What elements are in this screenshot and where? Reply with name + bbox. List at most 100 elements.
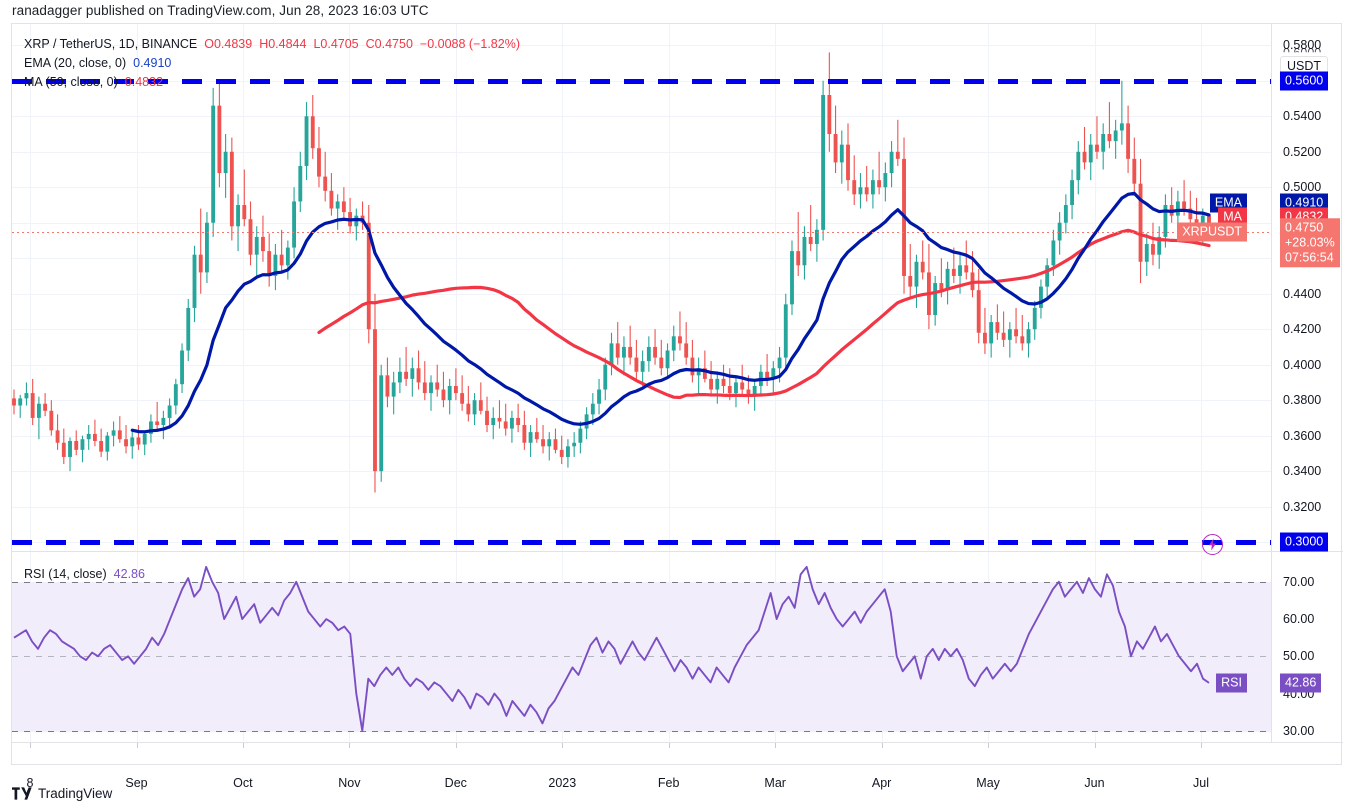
rsi-badge-value[interactable]: 42.86 xyxy=(1280,673,1322,693)
footer: TradingView xyxy=(12,786,112,801)
rsi-legend[interactable]: RSI (14, close) 42.86 xyxy=(24,567,145,581)
support-line-0.3000 xyxy=(12,540,1271,546)
time-gridline xyxy=(1201,24,1202,743)
time-tick xyxy=(988,743,990,748)
time-axis-label: Jun xyxy=(1084,776,1105,790)
legend-ema-value: 0.4910 xyxy=(133,56,172,70)
price-axis-label: 0.3600 xyxy=(1283,428,1322,443)
price-axis-label: 0.5200 xyxy=(1283,144,1322,159)
time-axis-label: Feb xyxy=(657,776,680,790)
time-tick xyxy=(668,743,670,748)
time-axis-label: Nov xyxy=(338,776,361,790)
tradingview-logo-icon xyxy=(12,787,32,800)
price-gridline xyxy=(12,293,1271,295)
time-axis-label: Dec xyxy=(444,776,467,790)
pane-separator xyxy=(12,551,1343,552)
time-axis-label: Oct xyxy=(233,776,253,790)
rsi-level-30-line xyxy=(12,730,1271,732)
price-axis-label: 0.3400 xyxy=(1283,464,1322,479)
time-gridline xyxy=(562,24,564,743)
legend-open: O0.4839 xyxy=(204,37,253,51)
rsi-line-plot xyxy=(13,565,1210,732)
time-tick xyxy=(30,743,31,748)
time-axis-label: Jul xyxy=(1193,776,1209,790)
tradingview-brand-text: TradingView xyxy=(38,786,113,801)
rsi-legend-value: 42.86 xyxy=(113,567,145,581)
time-gridline xyxy=(881,24,883,743)
ema-20-line xyxy=(130,191,1211,434)
time-gridline xyxy=(775,24,777,743)
time-axis-label: 2023 xyxy=(548,776,577,790)
attribution-text: ranadagger published on TradingView.com,… xyxy=(12,3,429,18)
price-gridline xyxy=(12,329,1271,331)
time-gridline xyxy=(668,24,670,743)
time-tick xyxy=(136,743,138,748)
time-gridline xyxy=(242,24,244,743)
price-badge-value[interactable]: 0.4750 +28.03% 07:56:54 xyxy=(1280,217,1340,267)
price-axis-label: 0.3800 xyxy=(1283,393,1322,408)
legend-symbol-label: XRP / TetherUS, 1D, BINANCE xyxy=(24,37,198,51)
price-scale-separator xyxy=(1271,24,1272,743)
price-gridline xyxy=(12,187,1271,189)
price-gridline xyxy=(12,258,1271,260)
time-tick xyxy=(242,743,244,748)
price-scale-ghost-label: 0.6000 xyxy=(1283,46,1322,60)
legend-ema-row[interactable]: EMA (20, close, 0) 0.4910 xyxy=(24,54,520,73)
time-gridline xyxy=(988,24,990,743)
chart-frame: XRP / TetherUS, 1D, BINANCE O0.4839 H0.484… xyxy=(11,23,1343,790)
rsi-axis-label: 70.00 xyxy=(1283,574,1315,589)
time-axis-label: 8 xyxy=(26,776,34,790)
rsi-badge-tag[interactable]: RSI xyxy=(1216,673,1247,693)
time-tick xyxy=(562,743,564,748)
rsi-axis-label: 60.00 xyxy=(1283,612,1315,627)
rsi-axis-label: 50.00 xyxy=(1283,649,1315,664)
time-tick xyxy=(881,743,883,748)
price-gridline xyxy=(12,151,1271,153)
price-axis-label: 0.5800 xyxy=(1283,38,1322,53)
time-gridline xyxy=(136,24,138,743)
rsi-series-path xyxy=(13,565,1210,732)
time-axis-separator xyxy=(12,742,1343,743)
price-axis-label: 0.4400 xyxy=(1283,286,1322,301)
countdown-timer: 07:56:54 xyxy=(1285,249,1334,264)
level-price-badge[interactable]: 0.5600 xyxy=(1280,71,1329,91)
price-gridline xyxy=(12,116,1271,118)
last-price-value: 0.4750 xyxy=(1285,219,1324,234)
rsi-legend-name: RSI (14, close) xyxy=(24,567,107,581)
time-tick xyxy=(775,743,777,748)
price-badge-tag-ma[interactable]: MA xyxy=(1218,207,1247,227)
time-gridline xyxy=(349,24,351,743)
chart-legend: XRP / TetherUS, 1D, BINANCE O0.4839 H0.484… xyxy=(24,35,520,92)
time-gridline xyxy=(30,24,31,743)
price-gridline xyxy=(12,222,1271,224)
legend-high: H0.4844 xyxy=(259,37,307,51)
time-axis-label: Sep xyxy=(125,776,148,790)
price-axis-label: 0.3200 xyxy=(1283,499,1322,514)
time-axis-label: May xyxy=(976,776,1000,790)
price-badge-tag-xrpusdt[interactable]: XRPUSDT xyxy=(1177,222,1247,242)
price-axis-label: 0.4200 xyxy=(1283,322,1322,337)
legend-ema-name: EMA (20, close, 0) xyxy=(24,56,127,70)
time-gridline xyxy=(1094,24,1096,743)
legend-ma-row[interactable]: MA (50, close, 0) 0.4832 xyxy=(24,73,520,92)
price-axis-label: 0.4000 xyxy=(1283,357,1322,372)
legend-low: L0.4705 xyxy=(313,37,359,51)
legend-close: C0.4750 xyxy=(365,37,413,51)
price-axis-label: 0.5400 xyxy=(1283,109,1322,124)
lightning-bolt-icon[interactable] xyxy=(1202,534,1223,555)
price-gridline xyxy=(12,471,1271,473)
ma-50-line xyxy=(317,228,1211,400)
level-price-badge[interactable]: 0.3000 xyxy=(1280,532,1329,552)
price-change-percent: +28.03% xyxy=(1285,234,1335,249)
legend-symbol-row[interactable]: XRP / TetherUS, 1D, BINANCE O0.4839 H0.484… xyxy=(24,35,520,54)
last-price-line xyxy=(12,231,1271,233)
time-tick xyxy=(1201,743,1202,748)
legend-change: −0.0088 (−1.82%) xyxy=(419,37,520,51)
rsi-axis-label: 30.00 xyxy=(1283,723,1315,738)
currency-chip[interactable]: USDT xyxy=(1280,56,1329,76)
price-axis-label: 0.5000 xyxy=(1283,180,1322,195)
price-gridline xyxy=(12,45,1271,47)
price-candlestick-plot xyxy=(12,52,1211,493)
time-tick xyxy=(455,743,457,748)
